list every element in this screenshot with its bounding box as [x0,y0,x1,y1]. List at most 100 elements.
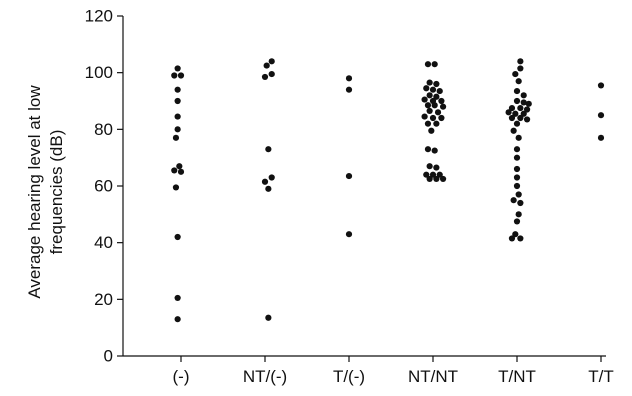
data-point-nt [269,71,275,77]
data-point-nt-nt [433,81,439,87]
x-tick-label: T/NT [498,367,536,386]
data-point-nt-nt [428,128,434,134]
data-point-nt-nt [430,115,436,121]
data-point-nt-nt [432,102,438,108]
data-point-t-nt [514,146,520,152]
data-point-none [175,234,181,240]
y-tick-label: 60 [94,177,113,196]
data-point-nt-nt [432,61,438,67]
data-point-t-nt [514,166,520,172]
x-tick-label: T/T [588,367,614,386]
data-point-t-nt [514,183,520,189]
data-point-t-t [598,112,604,118]
data-point-t-nt [514,98,520,104]
data-point-nt [265,186,271,192]
data-point-t-nt [524,116,530,122]
data-point-t-nt [517,58,523,64]
data-point-t-nt [526,101,532,107]
y-tick-label: 40 [94,233,113,252]
data-point-nt [262,74,268,80]
data-point-none [175,113,181,119]
data-point-nt-nt [435,109,441,115]
data-point-nt-nt [432,147,438,153]
data-point-nt-nt [433,121,439,127]
data-point-nt-nt [427,79,433,85]
data-point-t-nt [509,235,515,241]
data-point-none [171,167,177,173]
data-point-t-nt [514,155,520,161]
data-point-t-nt [516,78,522,84]
data-point-nt [265,315,271,321]
y-tick-label: 120 [85,7,113,26]
data-point-t-nt [516,211,522,217]
data-point-nt [262,179,268,185]
data-point-none [173,135,179,141]
data-point-t [346,75,352,81]
data-point-t-nt [517,65,523,71]
data-point-nt-nt [427,92,433,98]
x-tick-label: (-) [173,367,190,386]
data-point-nt-nt [425,121,431,127]
data-point-t-nt [514,174,520,180]
data-point-t-t [598,135,604,141]
data-point-nt-nt [425,102,431,108]
data-point-none [175,65,181,71]
data-point-none [175,295,181,301]
data-point-nt-nt [427,163,433,169]
y-tick-label: 0 [104,347,113,366]
data-point-t [346,231,352,237]
data-point-none [178,169,184,175]
data-point-nt [265,146,271,152]
y-tick-label: 80 [94,120,113,139]
data-point-nt-nt [425,61,431,67]
data-point-t-nt [514,218,520,224]
data-point-nt-nt [425,146,431,152]
data-point-t [346,87,352,93]
y-axis-title: Average hearing level at low [25,85,44,299]
y-axis-title: frequencies (dB) [47,130,66,255]
data-point-t-nt [511,197,517,203]
data-point-none [175,98,181,104]
data-point-t-nt [521,92,527,98]
data-point-nt [269,58,275,64]
data-point-t-nt [517,105,523,111]
data-point-t-nt [516,135,522,141]
data-point-nt-nt [440,104,446,110]
data-point-t-nt [509,115,515,121]
x-tick-label: NT/(-) [243,367,287,386]
data-point-t-nt [516,191,522,197]
data-point-none [175,126,181,132]
data-point-nt-nt [433,164,439,170]
data-point-nt-nt [437,88,443,94]
data-point-t-nt [506,109,512,115]
data-point-t-nt [517,200,523,206]
data-point-t-nt [514,121,520,127]
y-tick-label: 20 [94,290,113,309]
data-point-nt-nt [427,108,433,114]
data-point-nt [264,62,270,68]
data-point-nt-nt [438,98,444,104]
data-point-t-nt [514,88,520,94]
data-point-t [346,173,352,179]
data-point-nt-nt [438,115,444,121]
data-point-none [171,72,177,78]
data-point-none [175,87,181,93]
data-point-none [176,163,182,169]
data-point-nt-nt [430,87,436,93]
data-point-nt-nt [422,96,428,102]
data-point-none [178,72,184,78]
data-point-t-nt [512,71,518,77]
data-point-nt-nt [423,85,429,91]
data-point-t-t [598,82,604,88]
x-tick-label: NT/NT [408,367,458,386]
data-point-nt-nt [433,176,439,182]
data-point-t-nt [517,235,523,241]
data-point-nt [269,174,275,180]
data-point-t-nt [517,115,523,121]
data-point-none [173,184,179,190]
data-point-nt-nt [427,176,433,182]
x-tick-label: T/(-) [333,367,365,386]
data-point-nt-nt [422,113,428,119]
data-point-t-nt [511,128,517,134]
